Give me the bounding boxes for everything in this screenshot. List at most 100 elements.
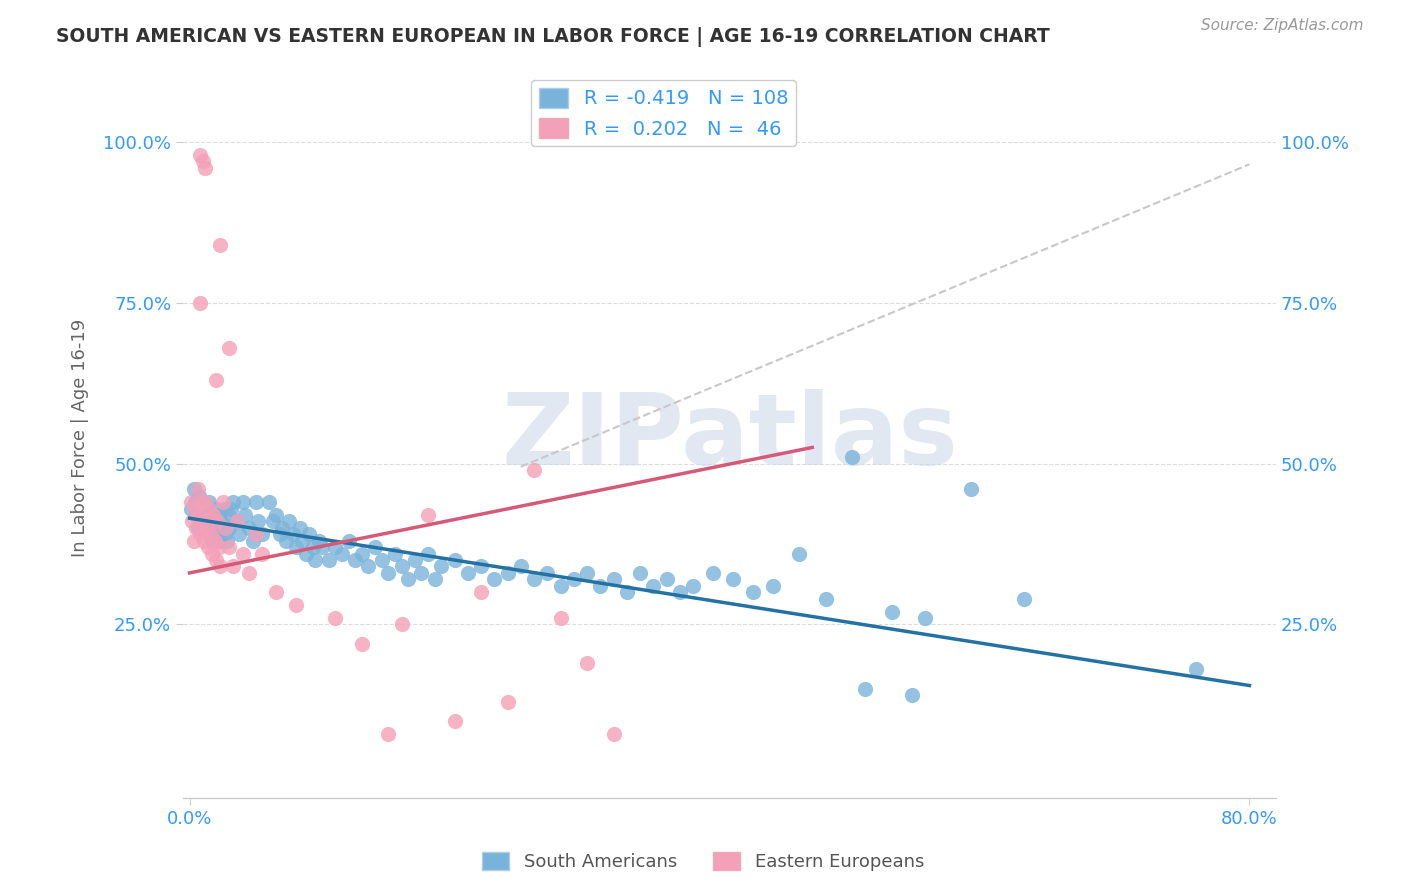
Point (233, 508, 256, 522)
Text: ZIPatlas: ZIPatlas (501, 389, 957, 486)
Point (212, 501, 235, 516)
Point (655, 572, 678, 586)
Point (202, 508, 225, 522)
Point (576, 656, 599, 670)
Point (391, 559, 413, 574)
Point (222, 559, 245, 574)
Point (245, 495, 267, 509)
Point (384, 547, 406, 561)
Point (628, 566, 651, 580)
Point (523, 572, 546, 586)
Point (187, 489, 209, 503)
Point (198, 495, 221, 509)
Point (188, 501, 211, 516)
Point (264, 585, 287, 599)
Point (197, 540, 219, 554)
Point (252, 547, 274, 561)
Point (344, 553, 367, 567)
Point (841, 450, 863, 464)
Point (423, 572, 446, 586)
Point (183, 483, 205, 497)
Point (1185, 662, 1208, 676)
Point (761, 579, 783, 593)
Point (396, 572, 419, 586)
Legend: South Americans, Eastern Europeans: South Americans, Eastern Europeans (475, 845, 931, 879)
Point (187, 508, 209, 522)
Point (215, 533, 238, 548)
Point (304, 553, 326, 567)
Point (457, 566, 479, 580)
Point (183, 533, 205, 548)
Point (616, 585, 638, 599)
Point (205, 373, 228, 387)
Point (550, 611, 572, 625)
Point (186, 521, 208, 535)
Point (357, 559, 380, 574)
Point (682, 579, 704, 593)
Point (201, 547, 224, 561)
Point (198, 501, 221, 516)
Point (284, 540, 307, 554)
Point (741, 585, 763, 599)
Point (242, 533, 264, 548)
Point (238, 566, 260, 580)
Point (191, 495, 214, 509)
Point (509, 559, 531, 574)
Point (257, 495, 280, 509)
Point (202, 515, 225, 529)
Point (190, 495, 212, 509)
Point (1012, 591, 1035, 606)
Point (416, 508, 439, 522)
Point (377, 566, 399, 580)
Point (470, 585, 492, 599)
Point (496, 566, 519, 580)
Point (602, 727, 624, 741)
Point (960, 483, 983, 497)
Point (277, 515, 299, 529)
Point (193, 533, 215, 548)
Point (787, 547, 810, 561)
Point (377, 727, 399, 741)
Point (207, 515, 229, 529)
Point (364, 540, 387, 554)
Point (188, 147, 211, 161)
Point (269, 527, 291, 541)
Point (323, 611, 346, 625)
Point (288, 521, 311, 535)
Point (330, 547, 353, 561)
Point (262, 515, 284, 529)
Point (186, 483, 208, 497)
Point (232, 495, 254, 509)
Point (880, 605, 903, 619)
Point (276, 533, 298, 548)
Point (914, 611, 936, 625)
Point (589, 579, 612, 593)
Point (430, 559, 453, 574)
Point (214, 527, 236, 541)
Point (194, 495, 217, 509)
Point (311, 540, 333, 554)
Point (204, 521, 226, 535)
Point (195, 501, 218, 516)
Point (208, 533, 231, 548)
Point (209, 515, 232, 529)
Point (602, 572, 624, 586)
Point (218, 521, 240, 535)
Point (264, 508, 287, 522)
Point (194, 161, 217, 175)
Point (208, 237, 231, 252)
Point (205, 553, 228, 567)
Point (191, 154, 214, 169)
Point (252, 527, 274, 541)
Point (208, 540, 231, 554)
Point (193, 508, 215, 522)
Point (200, 508, 222, 522)
Point (180, 501, 202, 516)
Point (416, 547, 439, 561)
Point (281, 527, 304, 541)
Point (271, 521, 294, 535)
Point (204, 533, 226, 548)
Point (295, 547, 318, 561)
Point (217, 508, 239, 522)
Point (318, 553, 340, 567)
